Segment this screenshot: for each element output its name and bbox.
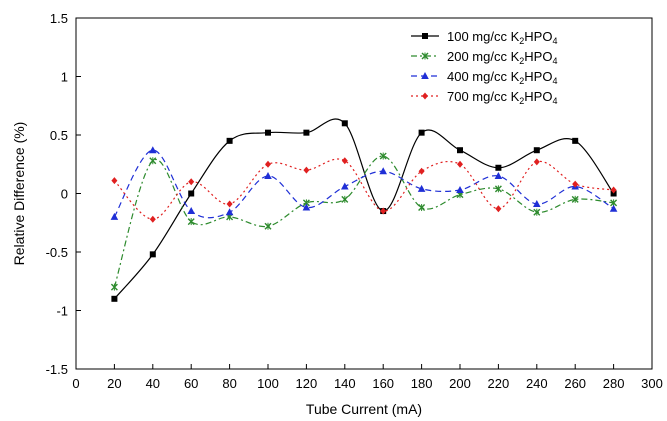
x-tick-label: 80 xyxy=(222,376,236,391)
data-point xyxy=(303,130,309,136)
data-point xyxy=(265,161,271,168)
data-point xyxy=(187,207,195,214)
data-point xyxy=(264,172,272,179)
series-4 xyxy=(111,157,616,223)
data-point xyxy=(457,147,463,153)
x-tick-label: 140 xyxy=(334,376,356,391)
data-point xyxy=(342,196,348,203)
data-point xyxy=(495,205,501,212)
data-point xyxy=(265,130,271,136)
data-point xyxy=(456,186,464,193)
legend: 100 mg/cc K2HPO4 200 mg/cc K2HPO4 400 mg/c… xyxy=(411,29,557,106)
x-tick-label: 60 xyxy=(184,376,198,391)
legend-item: 100 mg/cc K2HPO4 xyxy=(411,29,557,46)
data-point xyxy=(495,165,501,171)
data-point xyxy=(303,167,309,174)
data-point xyxy=(111,213,119,220)
data-point xyxy=(419,168,425,175)
x-tick-label: 280 xyxy=(603,376,625,391)
data-point xyxy=(419,204,425,211)
data-point xyxy=(227,201,233,208)
legend-label: 200 mg/cc K2HPO4 xyxy=(447,49,557,66)
series-lines xyxy=(111,119,618,302)
legend-item: 700 mg/cc K2HPO4 xyxy=(411,89,557,106)
data-point xyxy=(226,208,234,215)
data-point xyxy=(111,284,117,291)
series-line xyxy=(114,150,613,218)
x-tick-label: 240 xyxy=(526,376,548,391)
data-point xyxy=(188,218,194,225)
data-point xyxy=(188,178,194,185)
data-point xyxy=(150,216,156,223)
data-point xyxy=(534,158,540,165)
plot-frame xyxy=(76,18,652,369)
data-point xyxy=(341,182,349,189)
legend-label: 400 mg/cc K2HPO4 xyxy=(447,69,557,86)
data-point xyxy=(111,177,117,184)
data-point xyxy=(111,296,117,302)
legend-item: 200 mg/cc K2HPO4 xyxy=(411,49,557,66)
legend-item: 400 mg/cc K2HPO4 xyxy=(411,69,557,86)
x-tick-label: 180 xyxy=(411,376,433,391)
y-tick-label: 1.5 xyxy=(50,11,68,26)
data-point xyxy=(534,147,540,153)
legend-marker xyxy=(422,33,428,39)
x-tick-label: 260 xyxy=(564,376,586,391)
x-tick-label: 220 xyxy=(488,376,510,391)
y-tick-label: -1 xyxy=(56,304,68,319)
data-point xyxy=(342,157,348,164)
legend-marker xyxy=(422,93,428,100)
x-tick-label: 160 xyxy=(372,376,394,391)
data-point xyxy=(457,161,463,168)
data-point xyxy=(265,223,271,230)
x-tick-label: 20 xyxy=(107,376,121,391)
y-tick-label: 0.5 xyxy=(50,128,68,143)
series-line xyxy=(114,119,613,299)
data-point xyxy=(150,251,156,257)
series-1 xyxy=(111,119,616,302)
x-tick-label: 120 xyxy=(296,376,318,391)
series-3 xyxy=(111,146,618,220)
legend-label: 100 mg/cc K2HPO4 xyxy=(447,29,557,46)
x-tick-label: 100 xyxy=(257,376,279,391)
y-tick-label: -0.5 xyxy=(46,245,68,260)
x-tick-label: 40 xyxy=(146,376,160,391)
x-axis-title: Tube Current (mA) xyxy=(306,401,422,417)
y-tick-label: 0 xyxy=(61,187,68,202)
data-point xyxy=(342,120,348,126)
y-tick-label: -1.5 xyxy=(46,362,68,377)
x-tick-label: 0 xyxy=(72,376,79,391)
data-point xyxy=(419,130,425,136)
data-point xyxy=(227,138,233,144)
data-point xyxy=(572,138,578,144)
y-tick-label: 1 xyxy=(61,70,68,85)
legend-label: 700 mg/cc K2HPO4 xyxy=(447,89,557,106)
x-tick-label: 300 xyxy=(641,376,663,391)
x-tick-label: 200 xyxy=(449,376,471,391)
data-point xyxy=(188,191,194,197)
y-axis-title: Relative Difference (%) xyxy=(11,122,27,266)
data-point xyxy=(149,146,157,153)
data-point xyxy=(150,157,156,164)
series-line xyxy=(114,156,613,287)
